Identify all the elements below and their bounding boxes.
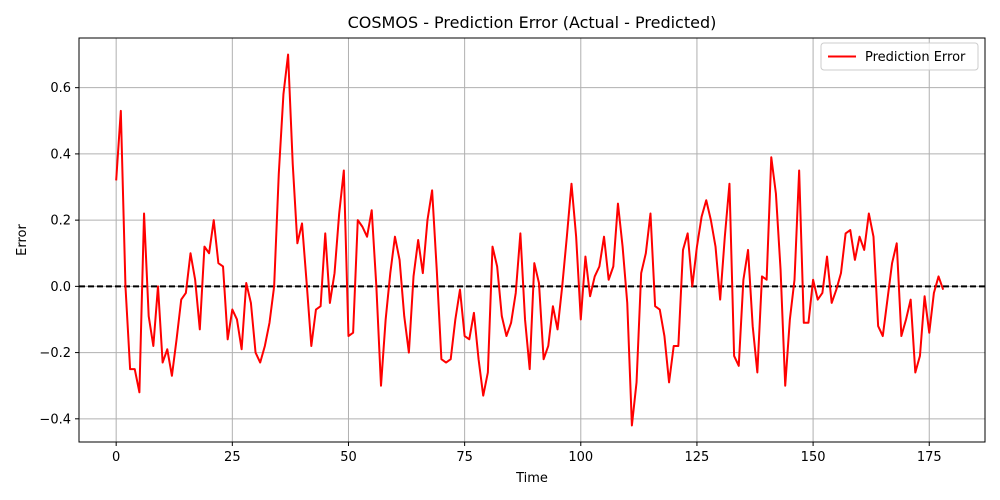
legend-label: Prediction Error [865,50,966,65]
x-tick-label: 175 [917,450,942,465]
chart-title: COSMOS - Prediction Error (Actual - Pred… [348,13,717,32]
x-tick-label: 150 [801,450,826,465]
y-tick-label: 0.6 [50,81,71,96]
x-tick-label: 0 [112,450,120,465]
plot-frame [78,37,986,443]
grid [79,38,985,442]
x-axis-title: Time [515,471,548,486]
y-axis-title: Error [15,224,30,256]
legend-box [820,42,979,71]
x-tick-label: 125 [685,450,710,465]
x-tick-label: 50 [340,450,357,465]
y-tick-label: −0.2 [39,346,71,361]
y-tick-label: 0.0 [50,280,71,295]
series-line-prediction-error [115,53,945,427]
y-tick-label: −0.4 [39,412,71,427]
x-axis-ticks: 0 25 50 75 100 125 150 175 [112,442,942,465]
y-tick-label: 0.2 [50,214,71,229]
x-tick-label: 25 [224,450,241,465]
legend: Prediction Error [820,42,979,71]
y-axis-ticks: −0.4 −0.2 0.0 0.2 0.4 0.6 [39,81,79,427]
y-tick-label: 0.4 [50,147,71,162]
series-layer [115,53,945,427]
x-tick-label: 100 [568,450,593,465]
x-tick-label: 75 [456,450,473,465]
